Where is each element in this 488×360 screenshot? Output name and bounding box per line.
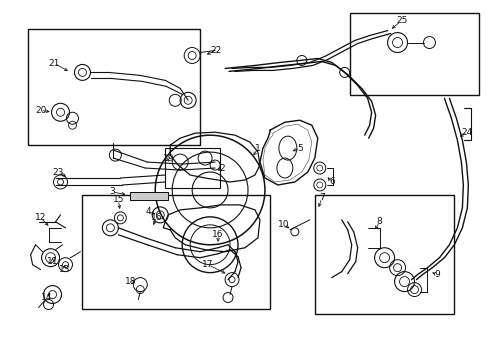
Text: 4: 4: [145, 207, 151, 216]
Text: 23: 23: [53, 167, 64, 176]
Text: 6: 6: [328, 177, 334, 186]
Bar: [130, 192, 168, 200]
Text: 11: 11: [47, 257, 58, 266]
Text: 8: 8: [376, 217, 382, 226]
Text: 9: 9: [434, 270, 439, 279]
Text: 10: 10: [278, 220, 289, 229]
Text: 2: 2: [219, 163, 224, 172]
Bar: [165, 148, 220, 188]
Text: 19: 19: [162, 154, 174, 163]
Text: 21: 21: [49, 59, 60, 68]
Text: 3: 3: [109, 188, 115, 197]
Text: 16: 16: [150, 213, 162, 222]
Text: 7: 7: [318, 193, 324, 202]
Text: 14: 14: [41, 293, 52, 302]
Text: 1: 1: [255, 144, 260, 153]
Bar: [349, 13, 478, 95]
Bar: [314, 195, 453, 315]
Text: 5: 5: [296, 144, 302, 153]
Text: 16: 16: [212, 230, 224, 239]
Text: 22: 22: [210, 46, 221, 55]
Text: 20: 20: [35, 106, 46, 115]
Text: 13: 13: [59, 265, 70, 274]
Bar: [27, 28, 200, 145]
Text: 15: 15: [112, 195, 124, 204]
Text: 17: 17: [202, 260, 213, 269]
Text: 18: 18: [124, 277, 136, 286]
Text: 24: 24: [461, 128, 472, 137]
Text: 12: 12: [35, 213, 46, 222]
Text: 25: 25: [395, 16, 407, 25]
Bar: [82, 195, 269, 310]
